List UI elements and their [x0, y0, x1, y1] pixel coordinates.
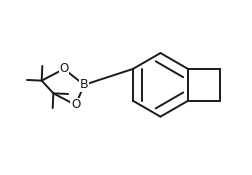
Text: O: O	[59, 62, 69, 75]
Text: B: B	[80, 78, 88, 91]
Text: O: O	[71, 99, 80, 111]
